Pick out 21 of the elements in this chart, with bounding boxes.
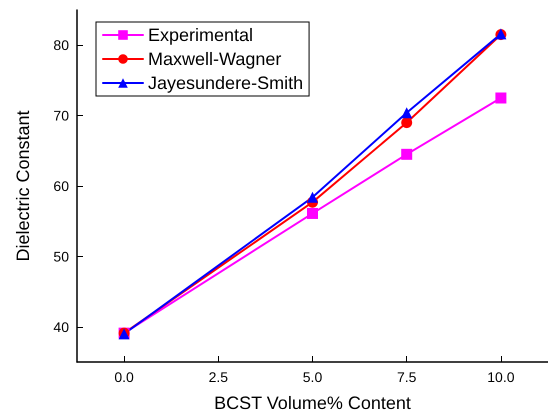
y-tick-label: 50: [53, 248, 70, 264]
point: [401, 107, 412, 118]
x-tick-label: 10.0: [487, 369, 515, 385]
x-tick-label: 5.0: [302, 369, 322, 385]
point: [307, 208, 318, 219]
x-tick-label: 0.0: [114, 369, 134, 385]
legend-label: Experimental: [148, 25, 254, 45]
legend-label: Jayesundere-Smith: [148, 73, 304, 93]
x-tick-label: 7.5: [396, 369, 417, 385]
y-tick-label: 40: [53, 318, 70, 335]
y-tick-label: 70: [53, 108, 70, 124]
point: [401, 117, 412, 128]
y-tick-label: 60: [53, 178, 70, 194]
point: [307, 192, 318, 203]
y-axis-title: Dielectric Constant: [13, 110, 33, 262]
x-tick-label: 2.5: [208, 369, 228, 385]
point: [495, 92, 506, 104]
x-axis-title: BCST Volume% Content: [214, 393, 411, 413]
legend-label: Maxwell-Wagner: [148, 49, 282, 69]
y-tick-label: 80: [53, 37, 70, 54]
point: [401, 148, 412, 160]
